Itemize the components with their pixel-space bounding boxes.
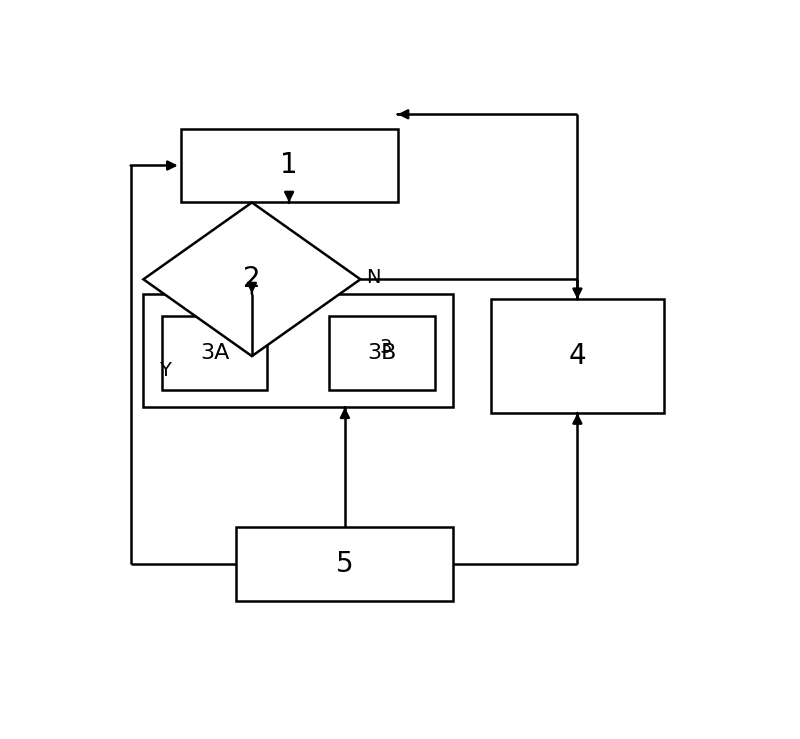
Text: 4: 4: [569, 342, 586, 370]
FancyBboxPatch shape: [162, 316, 267, 390]
Text: 3B: 3B: [367, 344, 397, 364]
Polygon shape: [143, 202, 360, 356]
Text: Y: Y: [159, 361, 171, 380]
FancyBboxPatch shape: [181, 129, 398, 202]
Text: 3: 3: [379, 338, 391, 357]
FancyBboxPatch shape: [143, 293, 454, 407]
Text: 2: 2: [243, 265, 261, 293]
FancyBboxPatch shape: [490, 299, 664, 413]
Text: 5: 5: [336, 550, 354, 578]
Text: 3A: 3A: [200, 344, 230, 364]
FancyBboxPatch shape: [330, 316, 435, 390]
Text: 1: 1: [280, 151, 298, 180]
FancyBboxPatch shape: [237, 527, 454, 601]
Text: N: N: [366, 268, 381, 287]
